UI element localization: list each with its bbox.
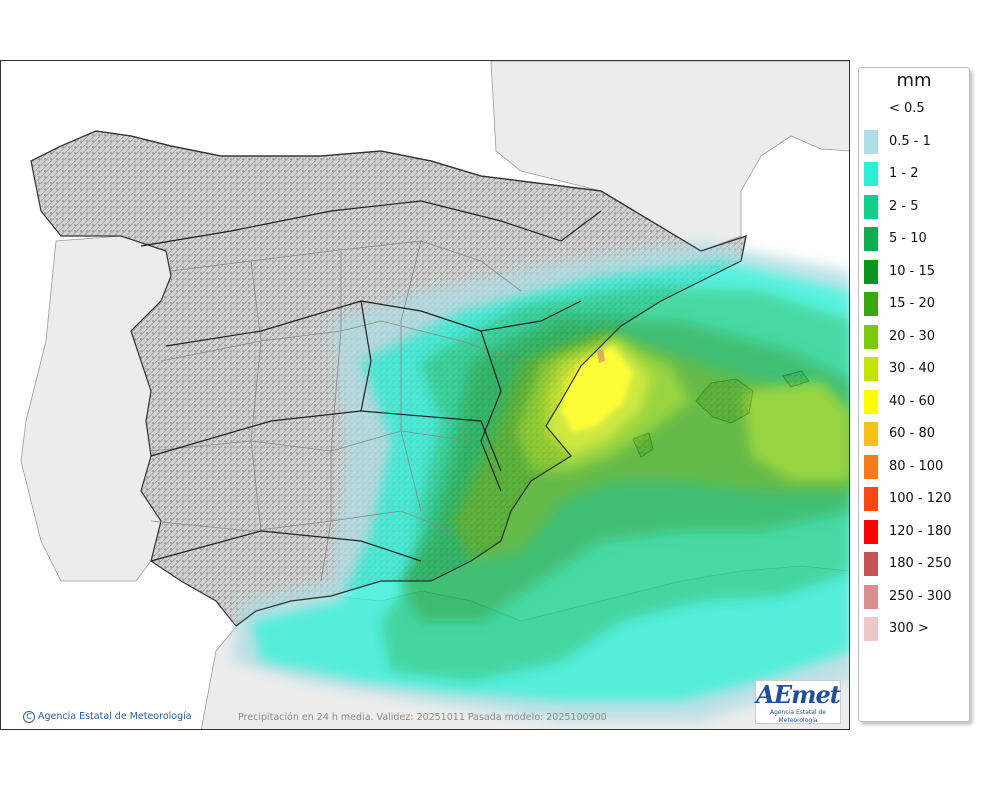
legend-swatch — [864, 227, 878, 251]
legend-label: 80 - 100 — [889, 458, 944, 474]
legend-label: 100 - 120 — [889, 491, 952, 506]
legend-swatch — [864, 454, 878, 479]
legend-item: 2 - 5 — [863, 194, 967, 220]
legend-swatch — [864, 259, 878, 284]
logo-sub: Agencia Estatal de Meteorología — [769, 709, 826, 724]
legend-item: 15 - 20 — [863, 291, 967, 317]
credit-label: Agencia Estatal de Meteorología — [38, 711, 192, 722]
legend-swatch — [864, 324, 878, 349]
legend-item: 100 - 120 — [863, 486, 967, 512]
legend-swatch — [864, 292, 878, 316]
legend-item: 0.5 - 1 — [863, 129, 967, 155]
legend-label: 20 - 30 — [889, 328, 936, 344]
legend-item: 30 - 40 — [863, 356, 967, 382]
legend-swatch — [864, 194, 878, 219]
legend-label: 15 - 20 — [889, 296, 936, 311]
legend-swatch — [864, 487, 878, 511]
legend-label: 30 - 40 — [889, 361, 936, 376]
legend-item: 1 - 2 — [863, 161, 967, 187]
legend-swatch — [864, 162, 878, 186]
legend-item: 250 - 300 — [863, 584, 967, 610]
legend-label: 60 - 80 — [889, 426, 936, 441]
coastline — [30, 130, 747, 627]
legend-label: 40 - 60 — [889, 393, 936, 409]
legend-item: 300 > — [863, 616, 967, 642]
legend-swatch — [864, 584, 878, 609]
legend-label: 10 - 15 — [889, 263, 936, 279]
copyright-icon: C — [23, 711, 35, 723]
france-land — [490, 61, 849, 252]
validity-note: Precipitación en 24 h media. Validez: 20… — [238, 712, 607, 723]
aemet-logo: AEmet Agencia Estatal de Meteorología — [755, 680, 841, 724]
legend-item: 60 - 80 — [863, 421, 967, 447]
legend-swatch — [864, 97, 878, 121]
legend-item: 10 - 15 — [863, 259, 967, 285]
legend-label: 300 > — [889, 621, 929, 636]
legend-label: 250 - 300 — [889, 588, 952, 604]
legend-swatch — [864, 422, 878, 446]
credit-text: C Agencia Estatal de Meteorología — [23, 711, 192, 723]
legend-swatch — [864, 617, 878, 641]
legend-item: < 0.5 — [863, 96, 967, 122]
legend-item: 80 - 100 — [863, 454, 967, 480]
legend-label: 0.5 - 1 — [889, 133, 931, 149]
legend-label: 1 - 2 — [889, 166, 919, 181]
legend-label: 120 - 180 — [889, 523, 952, 539]
legend-item: 20 - 30 — [863, 324, 967, 350]
legend-swatch — [864, 519, 878, 544]
legend-item: 120 - 180 — [863, 519, 967, 545]
map-canvas — [1, 61, 849, 729]
region-borders — [150, 240, 522, 582]
precipitation-map: C Agencia Estatal de Meteorología Precipi… — [0, 60, 850, 730]
legend-label: 2 - 5 — [889, 198, 919, 214]
legend-swatch — [864, 552, 878, 576]
legend-swatch — [864, 357, 878, 381]
legend-label: < 0.5 — [889, 101, 925, 116]
legend-item: 40 - 60 — [863, 389, 967, 415]
legend-label: 180 - 250 — [889, 556, 952, 571]
legend-swatch — [864, 389, 878, 414]
legend-item: 180 - 250 — [863, 551, 967, 577]
precipitation-layer — [231, 241, 849, 721]
legend-label: 5 - 10 — [889, 231, 927, 246]
community-borders — [140, 200, 602, 562]
legend: mm < 0.5 0.5 - 1 1 - 2 2 - 5 5 - 10 10 - 15 15… — [858, 67, 970, 722]
logo-word: AEmet — [756, 680, 841, 709]
legend-unit: mm — [896, 70, 932, 91]
legend-swatch — [864, 129, 878, 154]
legend-item: 5 - 10 — [863, 226, 967, 252]
